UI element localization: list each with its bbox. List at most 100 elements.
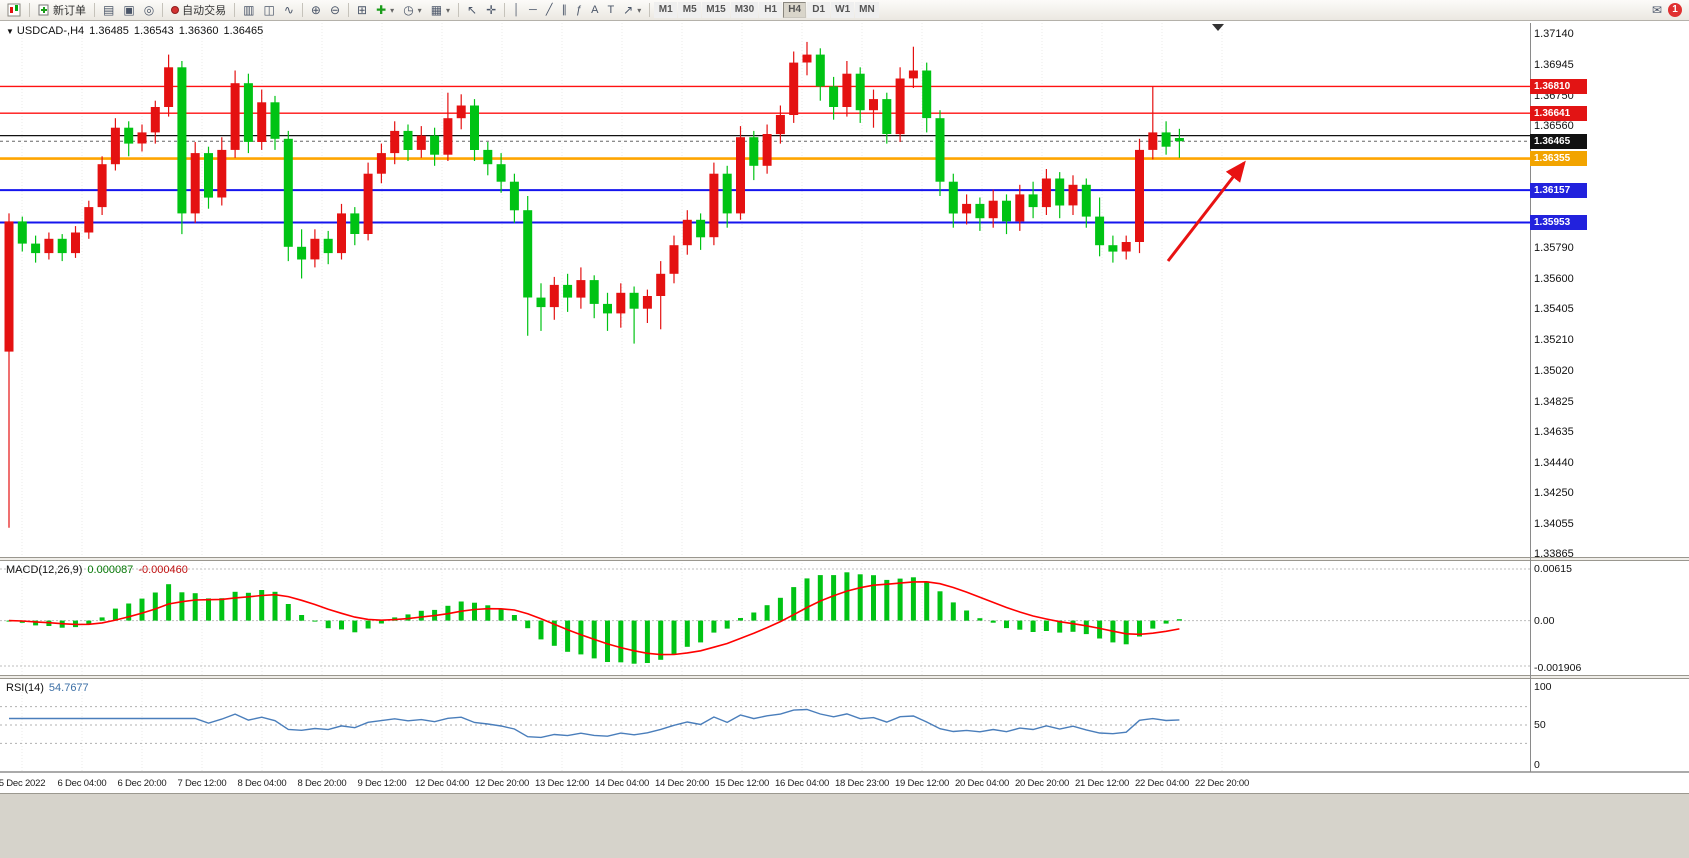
timeframe-button-M5[interactable]: M5 <box>678 2 702 18</box>
vertical-line-button[interactable]: │ <box>509 1 524 19</box>
candle-body <box>31 243 41 254</box>
bar-chart-button[interactable]: ▥ <box>239 1 258 19</box>
arrows-button[interactable]: ↗ ▾ <box>619 1 645 19</box>
zoom-out-button[interactable]: ⊖ <box>326 1 344 19</box>
macd-histogram-bar <box>99 617 105 621</box>
candle-body <box>882 99 892 134</box>
toolbar-right-group: ✉ 1 <box>1652 3 1686 17</box>
templates-button[interactable]: ▦ ▾ <box>427 1 454 19</box>
notification-badge[interactable]: 1 <box>1668 3 1682 17</box>
print-icon: ▤ <box>103 3 115 17</box>
new-order-button[interactable]: 新订单 <box>34 1 90 19</box>
periods-button[interactable]: ◷ ▾ <box>399 1 426 19</box>
crosshair-button[interactable]: ✛ <box>482 1 500 19</box>
app-icon <box>3 1 25 19</box>
macd-histogram-bar <box>844 572 850 621</box>
panel-splitter[interactable] <box>0 557 1689 561</box>
candle-body <box>17 221 27 244</box>
chart-shift-marker[interactable] <box>1212 24 1224 31</box>
trendline-button[interactable]: ╱ <box>542 1 557 19</box>
timeframe-button-MN[interactable]: MN <box>855 2 879 18</box>
candle-body <box>470 105 479 150</box>
print-preview-button[interactable]: ▣ <box>119 1 138 19</box>
timeframe-button-W1[interactable]: W1 <box>831 2 855 18</box>
macd-histogram-bar <box>1030 620 1036 632</box>
rsi-line <box>9 708 1180 739</box>
mail-icon[interactable]: ✉ <box>1651 3 1662 17</box>
community-button[interactable]: ◎ <box>140 1 158 19</box>
macd-histogram-bar <box>764 605 770 621</box>
candlestick-chart-button[interactable]: ◫ <box>260 1 279 19</box>
clock-icon: ◷ <box>403 3 414 17</box>
macd-histogram-bar <box>817 575 823 621</box>
candle-body <box>310 238 320 260</box>
timeframe-button-M30[interactable]: M30 <box>730 2 759 18</box>
macd-histogram-bar <box>405 614 411 621</box>
candle-body <box>1135 149 1144 242</box>
candle-body <box>749 137 759 166</box>
candle-body <box>110 127 120 165</box>
candle-body <box>589 280 599 304</box>
indicators-button[interactable]: ✚ ▾ <box>372 1 398 19</box>
text-label-button[interactable]: T <box>603 1 618 19</box>
timeframe-button-M15[interactable]: M15 <box>702 2 730 18</box>
cursor-button[interactable]: ↖ <box>463 1 481 19</box>
candle-body <box>456 105 466 119</box>
macd-histogram-bar <box>631 620 637 664</box>
macd-histogram-bar <box>1137 620 1142 637</box>
horizontal-line-button[interactable]: ─ <box>525 1 541 19</box>
candle-body <box>642 296 652 309</box>
macd-histogram-bar <box>857 574 863 621</box>
trendline-icon: ╱ <box>545 3 553 16</box>
timeframe-button-H1[interactable]: H1 <box>759 2 783 18</box>
macd-histogram-bar <box>498 609 504 621</box>
zoom-in-button[interactable]: ⊕ <box>307 1 325 19</box>
macd-histogram-bar <box>1070 620 1076 632</box>
candle-body <box>363 173 373 234</box>
macd-histogram-bar <box>1123 620 1129 645</box>
candle-body <box>243 83 253 142</box>
community-icon: ◎ <box>143 3 155 17</box>
candle-body <box>150 107 160 133</box>
time-axis-label: 12 Dec 20:00 <box>474 778 530 789</box>
line-chart-button[interactable]: ∿ <box>280 1 298 19</box>
candle-body <box>762 134 772 166</box>
macd-histogram-bar <box>1097 620 1103 639</box>
candle-body <box>217 149 227 198</box>
timeframe-button-M1[interactable]: M1 <box>654 2 678 18</box>
candle-body <box>722 173 732 214</box>
time-axis-label: 15 Dec 12:00 <box>714 778 770 789</box>
candle-body <box>137 132 147 144</box>
one-click-trading-toggle[interactable]: ▼ <box>6 27 14 36</box>
macd-histogram-bar <box>339 620 344 630</box>
macd-histogram-bar <box>418 610 424 621</box>
macd-histogram-bar <box>777 597 783 621</box>
tile-windows-button[interactable]: ⊞ <box>353 1 371 19</box>
print-button[interactable]: ▤ <box>99 1 118 19</box>
macd-histogram-bar <box>112 608 118 621</box>
fibonacci-button[interactable]: ƒ <box>572 1 586 19</box>
zoom-in-icon: ⊕ <box>310 3 321 17</box>
candle-body <box>656 273 666 296</box>
channel-button[interactable]: ∥ <box>557 1 571 19</box>
text-button[interactable]: A <box>587 1 602 19</box>
time-axis-label: 6 Dec 20:00 <box>117 778 167 789</box>
candle-body <box>855 73 865 111</box>
timeframe-button-H4[interactable]: H4 <box>783 2 807 18</box>
auto-trading-button[interactable]: 自动交易 <box>167 1 230 19</box>
panel-splitter[interactable] <box>0 675 1689 679</box>
rsi-value: 54.7677 <box>48 682 89 694</box>
bar-chart-icon: ▥ <box>243 3 255 17</box>
macd-histogram-bar <box>126 603 132 621</box>
auto-trading-status-icon <box>171 6 180 14</box>
chart-canvas[interactable] <box>0 21 1689 858</box>
candle-body <box>789 62 799 115</box>
candle-body <box>682 219 692 246</box>
trend-arrow[interactable] <box>1166 160 1246 262</box>
candle-body <box>44 238 54 254</box>
macd-histogram-bar <box>1176 619 1182 621</box>
text-icon: A <box>591 3 599 16</box>
timeframe-button-D1[interactable]: D1 <box>807 2 831 18</box>
print-preview-icon: ▣ <box>123 3 135 17</box>
fibonacci-icon: ƒ <box>575 3 583 16</box>
